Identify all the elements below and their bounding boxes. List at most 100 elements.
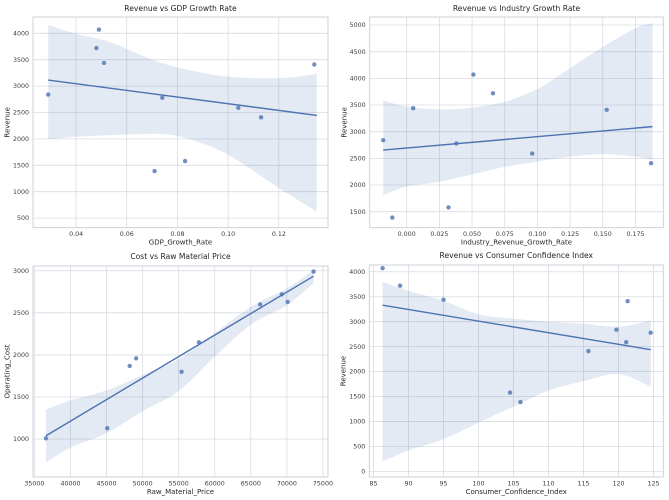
- data-point: [381, 138, 386, 143]
- y-tick-label: 3000: [13, 83, 29, 90]
- y-tick-label: 2000: [13, 136, 29, 143]
- data-point: [411, 106, 416, 111]
- data-point: [614, 327, 619, 332]
- data-point: [101, 60, 107, 66]
- y-tick-label: 2500: [349, 344, 365, 351]
- x-tick-label: 0.025: [430, 231, 448, 238]
- data-point: [454, 141, 459, 146]
- y-tick-label: 1500: [13, 162, 29, 169]
- data-point: [604, 107, 609, 113]
- data-point: [586, 348, 591, 354]
- y-tick-label: 2500: [13, 110, 29, 117]
- y-tick-label: 3500: [349, 294, 365, 301]
- data-point: [648, 330, 653, 335]
- plot-border: [32, 16, 329, 229]
- data-point: [285, 299, 290, 305]
- plot-title: Revenue vs Consumer Confidence Index: [440, 251, 594, 260]
- x-tick-label: 0.150: [594, 231, 612, 238]
- y-tick-label: 4000: [13, 30, 29, 37]
- y-tick-label: 4000: [350, 75, 366, 82]
- subplot-gdp_growth_rate: 0.04 0.06 0.08 0.10 0.12 500 1000 1500 2000 2500 3…: [4, 4, 329, 247]
- plot-title: Revenue vs Industry Growth Rate: [453, 4, 581, 13]
- x-tick-label: 40000: [60, 481, 80, 488]
- y-tick-label: 1500: [350, 209, 366, 216]
- x-tick-label: 0.125: [561, 231, 579, 238]
- y-tick-label: 500: [353, 444, 365, 451]
- data-point: [518, 399, 523, 405]
- y-tick-label: 4500: [350, 49, 366, 56]
- y-axis-label: Operating_Cost: [4, 344, 12, 398]
- x-tick-label: 0.000: [398, 231, 416, 238]
- x-axis-label: Raw_Material_Price: [147, 488, 214, 496]
- data-point: [625, 299, 630, 304]
- data-point: [96, 27, 102, 32]
- data-point: [380, 266, 385, 271]
- x-tick-label: 85: [369, 481, 377, 488]
- confidence-band: [382, 281, 651, 462]
- y-tick-label: 2500: [350, 155, 366, 162]
- x-tick-label: 0.12: [272, 231, 286, 238]
- confidence-band: [46, 269, 314, 463]
- data-point: [471, 72, 476, 77]
- y-tick-label: 2000: [349, 369, 365, 376]
- data-point: [179, 369, 184, 374]
- regression-line: [383, 125, 653, 151]
- x-tick-label: 120: [612, 481, 624, 488]
- confidence-band: [48, 24, 317, 212]
- plot-border: [32, 265, 329, 478]
- data-point: [490, 91, 496, 96]
- x-tick-label: 75000: [313, 481, 333, 488]
- data-point: [279, 292, 284, 297]
- x-tick-label: 65000: [241, 481, 261, 488]
- plot-title: Revenue vs GDP Growth Rate: [124, 4, 237, 13]
- data-point: [94, 45, 99, 51]
- data-point: [182, 158, 188, 164]
- x-tick-label: 110: [542, 481, 554, 488]
- x-tick-label: 0.075: [496, 231, 514, 238]
- x-axis-label: Consumer_Confidence_Index: [466, 488, 567, 496]
- data-point: [258, 302, 263, 307]
- x-tick-label: 50000: [133, 481, 153, 488]
- x-tick-label: 35000: [24, 481, 44, 488]
- y-tick-label: 4000: [349, 269, 365, 276]
- y-tick-label: 1500: [349, 394, 365, 401]
- data-point: [507, 390, 513, 395]
- x-tick-label: 0.100: [528, 231, 546, 238]
- plot-border: [368, 264, 664, 478]
- y-tick-label: 2000: [13, 352, 29, 359]
- data-point: [624, 340, 629, 345]
- y-tick-label: 0: [361, 469, 365, 476]
- x-tick-label: 70000: [277, 481, 297, 488]
- data-point: [648, 161, 654, 166]
- confidence-band: [383, 22, 653, 196]
- y-tick-label: 3000: [350, 129, 366, 136]
- y-tick-label: 2000: [350, 182, 366, 189]
- y-tick-label: 3500: [13, 57, 29, 64]
- data-point: [441, 297, 446, 302]
- data-point: [43, 436, 49, 441]
- data-point: [397, 283, 403, 288]
- x-tick-label: 105: [507, 481, 519, 488]
- y-tick-label: 3000: [13, 268, 29, 275]
- data-point: [196, 340, 202, 345]
- data-point: [127, 363, 132, 369]
- regression-line: [48, 79, 317, 117]
- y-tick-label: 1000: [349, 419, 365, 426]
- x-tick-label: 100: [472, 481, 484, 488]
- x-tick-label: 55000: [169, 481, 189, 488]
- plot-border: [369, 16, 664, 229]
- data-point: [258, 115, 264, 120]
- data-point: [152, 168, 157, 174]
- data-point: [160, 95, 165, 100]
- data-point: [446, 205, 451, 210]
- y-tick-label: 1500: [13, 394, 29, 401]
- x-tick-label: 115: [577, 481, 589, 488]
- data-point: [236, 105, 241, 111]
- y-axis-label: Revenue: [4, 107, 12, 138]
- data-point: [133, 356, 139, 361]
- x-tick-label: 0.175: [626, 231, 644, 238]
- x-tick-label: 0.050: [463, 231, 481, 238]
- y-tick-label: 2500: [13, 310, 29, 317]
- y-tick-label: 5000: [350, 22, 366, 29]
